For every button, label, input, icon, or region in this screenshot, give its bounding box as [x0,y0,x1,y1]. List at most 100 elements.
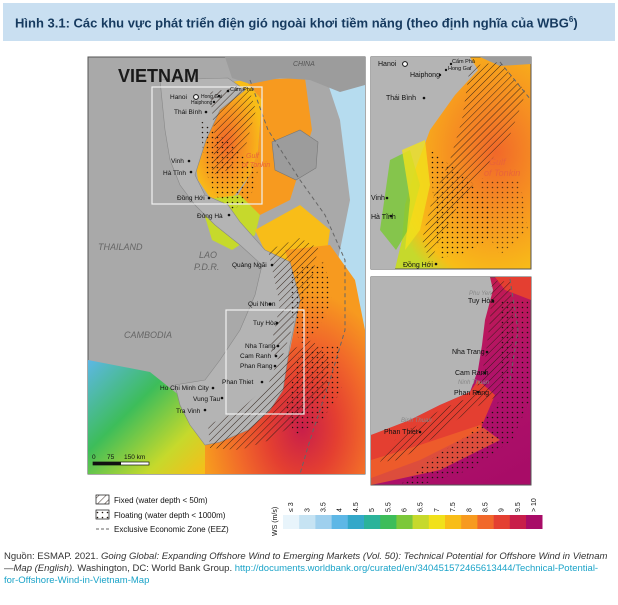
legend-floating-label: Floating (water depth < 1000m) [114,511,226,520]
floating-zone-central [290,262,332,345]
inset-label-ninh-thuan: Ninh Thuan [458,380,490,386]
floating-zone-south [285,345,342,435]
inset-city-phan-rang: Phan Rang [454,390,489,397]
inset-north-china [480,57,531,66]
city-hanoi: Hanoi [170,94,187,101]
label-china: CHINA [293,61,315,68]
city-cam-ranh: Cam Ranh [240,353,271,360]
inset-label-phu-yen: Phu Yen [469,291,492,297]
ws-tick-label: 3 [304,508,311,512]
inset-north-floating-zone [430,150,492,258]
inset-map-south: Phu Yen Tuy Hòa Nha Trang Cam Ranh Ninh … [370,276,532,486]
ws-color-swatch [412,515,430,529]
inset-city-haiphong: Haiphong [410,72,440,79]
city-vinh: Vinh [171,158,184,165]
ws-color-swatch [364,515,381,529]
inset-extent-north [151,86,263,205]
label-lao: LAO [199,250,217,260]
ws-color-swatch [315,515,332,529]
inset-north-yellow [402,140,430,250]
inset-south-land [371,277,493,435]
source-prefix: Nguồn: ESMAP. 2021. [4,551,101,562]
inset-label-gulf: Gulf [489,157,507,167]
inset-city-vinh: Vinh [371,195,385,202]
city-dong-hoi: Đồng Hới [177,193,205,202]
scale-end: 150 km [124,454,145,461]
city-nha-trang: Nha Trang [245,343,276,350]
ws-color-swatch [331,515,349,529]
capital-marker-icon [193,94,199,100]
city-hong-gai: Hong Gai [201,94,222,100]
inset-city-nha-trang: Nha Trang [452,349,485,356]
ws-color-swatch [347,515,365,529]
ws-tick-label: 7.5 [450,502,457,512]
inset-city-ha-tinh: Hà Tĩnh [371,214,396,221]
source-note: Nguồn: ESMAP. 2021. Going Global: Expand… [4,551,612,587]
source-publisher: Washington, DC: World Bank Group. [74,563,235,574]
inset-south-fixed-zone [380,280,514,462]
scale-mid: 75 [107,454,115,461]
ws-color-swatch [477,515,494,529]
ws-unit-label: WS (m/s) [272,507,279,536]
label-gulf: Gulf [246,153,260,160]
ws-tick-label: 6 [402,508,409,512]
ws-tick-label: 7 [434,508,441,512]
scale-bar: 0 75 150 km [92,454,150,466]
ws-color-swatch [396,515,413,529]
label-cambodia: CAMBODIA [124,330,172,340]
legend-eez-label: Exclusive Economic Zone (EEZ) [114,525,229,534]
source-title: Going Global: Expanding Offshore Wind to… [4,551,608,574]
ws-tick-label: 9.5 [515,502,522,512]
inset-south-eez [509,278,519,381]
inset-label-binh-thuan: Binh Thuan [401,418,432,424]
inset-map-north: Hanoi Cẩm Phả Hong Gai Haiphong Thái Bìn… [370,56,532,270]
inset-city-dong-hoi: Đồng Hới [403,260,433,269]
legend: Fixed (water depth < 50m) Floating (wate… [95,494,543,536]
inset-city-hong-gai: Hong Gai [448,66,471,72]
ws-color-swatch [380,515,397,529]
inset-city-thai-binh: Thái Bình [386,95,416,102]
city-tra-vinh: Tra Vinh [176,408,201,415]
label-thailand: THAILAND [98,242,143,252]
ws-color-swatch [283,515,300,529]
city-dong-ha: Đông Hà [197,213,223,220]
inset-north-floating-zone-2 [478,178,528,255]
china-landmass [225,57,365,92]
wind-speed-scale: ≤ 3 3 3.5 4 4.5 5 5.5 6 6.5 7 7.5 8 8.5 9 9.5 > 10 [283,498,543,529]
figure-title-text: Hình 3.1: Các khu vực phát triển điện gi… [15,15,569,31]
ws-color-swatch [299,515,316,529]
inset-city-phan-thiet: Phan Thiet [384,429,418,436]
ws-tick-label: 6.5 [418,502,425,512]
eez-boundary [249,79,346,475]
city-markers-main: Hanoi Cẩm Phả Hong Gai Haiphong Thái Bìn… [160,86,280,415]
source-url-link[interactable]: http://documents.worldbank.org/curated/e… [4,563,599,586]
ws-color-swatch [461,515,478,529]
ws-tick-label: 8 [466,508,473,512]
inset-capital-marker-icon [402,61,408,67]
ws-tick-label: 3.5 [321,502,328,512]
city-ho-chi-minh: Ho Chi Minh City [160,385,210,392]
ws-tick-label: 9 [499,508,506,512]
ws-color-swatch [428,515,446,529]
ws-tick-label: 5 [369,508,376,512]
city-phan-thiet: Phan Thiet [222,379,254,386]
inset-city-tuy-hoa: Tuy Hòa [468,298,494,305]
inset-city-cam-ranh: Cam Ranh [455,370,489,377]
floating-zone-north [200,120,258,210]
legend-floating-swatch [95,509,110,520]
ws-color-swatch [445,515,462,529]
city-vung-tau: Vung Tau [193,396,220,403]
scale-zero: 0 [92,454,96,461]
ws-tick-label: > 10 [531,498,538,512]
inset-city-cam-pha: Cẩm Phả [452,58,476,65]
inset-city-hanoi: Hanoi [378,61,397,68]
city-cam-pha: Cẩm Phả [230,86,254,93]
inset-label-of-tonkin: of Tonkin [484,168,520,178]
inset-north-eez [499,61,532,101]
figure-title-suffix: ) [573,15,578,31]
legend-fixed-label: Fixed (water depth < 50m) [114,496,208,505]
city-tuy-hoa: Tuy Hòa [253,320,278,327]
ws-color-swatch [493,515,511,529]
ws-color-swatch [526,515,543,529]
hainan-island [271,129,319,181]
